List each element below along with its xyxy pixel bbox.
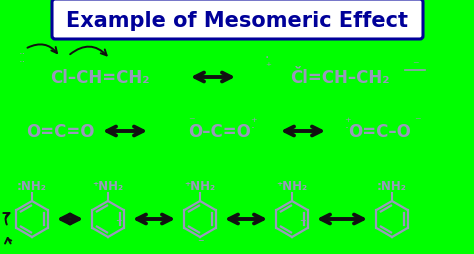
- Text: O=C=O: O=C=O: [26, 122, 94, 140]
- Text: ⁻: ⁻: [299, 217, 305, 230]
- Text: ·: ·: [345, 122, 349, 135]
- Text: ··: ··: [18, 57, 26, 67]
- Text: ·: ·: [265, 51, 269, 65]
- Text: ⁻: ⁻: [115, 217, 121, 230]
- Text: ⁺NH₂: ⁺NH₂: [276, 179, 308, 192]
- Text: ⁻: ⁻: [197, 236, 203, 249]
- Text: Čl=CH–CH₂: Čl=CH–CH₂: [290, 69, 390, 87]
- Text: ⁻: ⁻: [188, 115, 194, 128]
- Text: Cl–CH=CH₂: Cl–CH=CH₂: [50, 69, 150, 87]
- Text: ·: ·: [251, 122, 255, 135]
- Text: ⁺: ⁺: [344, 115, 350, 128]
- Text: O=C–O: O=C–O: [348, 122, 411, 140]
- FancyBboxPatch shape: [52, 0, 423, 40]
- Text: :NH₂: :NH₂: [17, 179, 47, 192]
- Text: ⁺NH₂: ⁺NH₂: [184, 179, 216, 192]
- Text: ⁺: ⁺: [265, 62, 271, 72]
- Text: ⁻: ⁻: [412, 59, 419, 72]
- Text: ⁺NH₂: ⁺NH₂: [92, 179, 124, 192]
- Text: ··: ··: [18, 49, 26, 59]
- Text: ⁻: ⁻: [414, 115, 420, 128]
- Text: O–C=O: O–C=O: [189, 122, 251, 140]
- Text: ⁺: ⁺: [250, 115, 256, 128]
- Text: Example of Mesomeric Effect: Example of Mesomeric Effect: [66, 11, 408, 31]
- Text: :NH₂: :NH₂: [377, 179, 407, 192]
